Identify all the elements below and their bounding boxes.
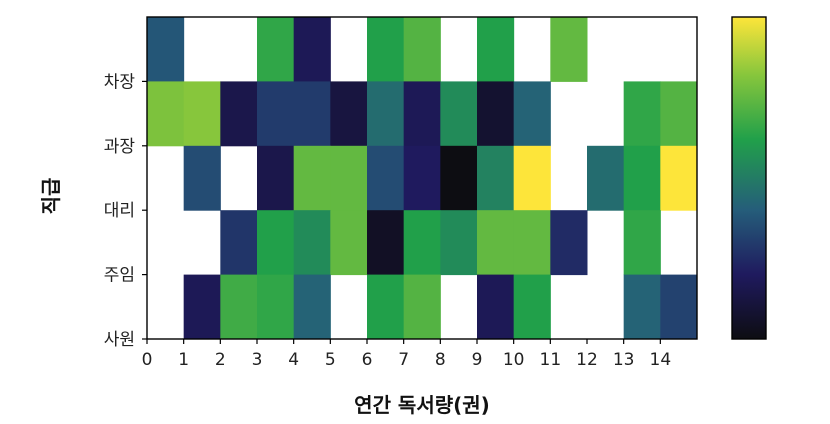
heatmap-cell <box>513 274 551 340</box>
heatmap-cell <box>293 17 331 82</box>
heatmap-cell <box>513 210 551 276</box>
heatmap-cell <box>183 274 221 340</box>
heatmap-cell <box>257 17 295 82</box>
heatmap-cell <box>477 210 515 276</box>
heatmap-cell <box>403 210 441 276</box>
x-tick-label: 2 <box>215 350 226 370</box>
heatmap-cell <box>293 145 331 211</box>
heatmap-cell <box>220 210 258 276</box>
x-tick-label: 1 <box>178 350 189 370</box>
x-tick-label: 9 <box>472 350 483 370</box>
x-tick-label: 4 <box>288 350 299 370</box>
heatmap-cell <box>660 81 698 147</box>
heatmap-cell <box>367 81 405 147</box>
y-tick-label: 대리 <box>104 201 135 221</box>
heatmap-cell <box>403 17 441 82</box>
x-tick-label: 7 <box>398 350 409 370</box>
plot-frame <box>146 16 698 340</box>
heatmap-cell <box>440 145 478 211</box>
colorbar <box>731 16 767 340</box>
heatmap-cell <box>330 145 368 211</box>
heatmap-cell <box>367 210 405 276</box>
x-tick-label: 3 <box>252 350 263 370</box>
heatmap-cell <box>477 145 515 211</box>
heatmap-cell <box>550 17 588 82</box>
heatmap-cell <box>257 210 295 276</box>
heatmap-cell <box>147 17 185 82</box>
heatmap-cell <box>660 145 698 211</box>
x-axis-title: 연간 독서량(권) <box>354 393 490 417</box>
y-tick-label: 주임 <box>104 266 135 286</box>
heatmap-cell <box>367 17 405 82</box>
heatmap-cell <box>257 274 295 340</box>
x-tick-label: 12 <box>576 350 598 370</box>
heatmap-cell <box>403 145 441 211</box>
x-axis-ticks: 0 1 2 3 4 5 6 7 8 9 10 11 12 13 14 <box>142 339 672 370</box>
heatmap-cell <box>623 210 661 276</box>
heatmap-cell <box>220 81 258 147</box>
heatmap-cell <box>293 81 331 147</box>
heatmap-cell <box>623 274 661 340</box>
y-tick-label: 과장 <box>104 137 136 157</box>
y-tick-label: 사원 <box>104 330 135 350</box>
heatmap-cell <box>403 81 441 147</box>
heatmap-cells <box>147 17 698 340</box>
heatmap-cell <box>440 81 478 147</box>
heatmap-cell <box>220 274 258 340</box>
heatmap-cell <box>367 274 405 340</box>
heatmap-cell <box>623 81 661 147</box>
y-axis-title: 직급 <box>39 178 63 215</box>
y-axis-ticks: 사원 주임 대리 과장 차장 <box>104 72 147 350</box>
heatmap-cell <box>587 145 625 211</box>
heatmap-cell <box>550 210 588 276</box>
heatmap-cell <box>440 210 478 276</box>
x-tick-label: 10 <box>503 350 525 370</box>
x-tick-label: 8 <box>435 350 446 370</box>
heatmap-cell <box>257 81 295 147</box>
heatmap-cell <box>513 81 551 147</box>
x-tick-label: 5 <box>325 350 336 370</box>
heatmap-cell <box>477 81 515 147</box>
x-tick-label: 0 <box>142 350 153 370</box>
heatmap-cell <box>147 81 185 147</box>
heatmap-cell <box>293 274 331 340</box>
heatmap-cell <box>183 81 221 147</box>
heatmap-cell <box>513 145 551 211</box>
x-tick-label: 13 <box>613 350 635 370</box>
x-tick-label: 14 <box>650 350 672 370</box>
heatmap-cell <box>330 210 368 276</box>
heatmap-cell <box>257 145 295 211</box>
heatmap-cell <box>660 274 698 340</box>
heatmap-cell <box>477 17 515 82</box>
heatmap-cell <box>403 274 441 340</box>
x-tick-label: 6 <box>362 350 373 370</box>
heatmap-cell <box>477 274 515 340</box>
heatmap-cell <box>330 81 368 147</box>
heatmap-cell <box>293 210 331 276</box>
x-tick-label: 11 <box>540 350 562 370</box>
heatmap-cell <box>367 145 405 211</box>
y-tick-label: 차장 <box>104 72 136 92</box>
heatmap-cell <box>183 145 221 211</box>
heatmap-cell <box>623 145 661 211</box>
